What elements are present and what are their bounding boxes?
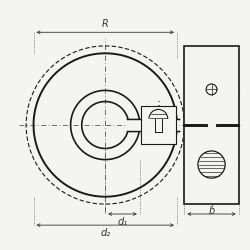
Polygon shape <box>128 119 180 131</box>
Polygon shape <box>184 46 239 204</box>
Text: R: R <box>102 18 108 28</box>
Text: d₂: d₂ <box>100 228 110 238</box>
Polygon shape <box>141 106 176 144</box>
Text: d₁: d₁ <box>118 217 128 227</box>
Circle shape <box>206 84 217 95</box>
Text: b: b <box>208 206 215 216</box>
Circle shape <box>198 151 225 178</box>
